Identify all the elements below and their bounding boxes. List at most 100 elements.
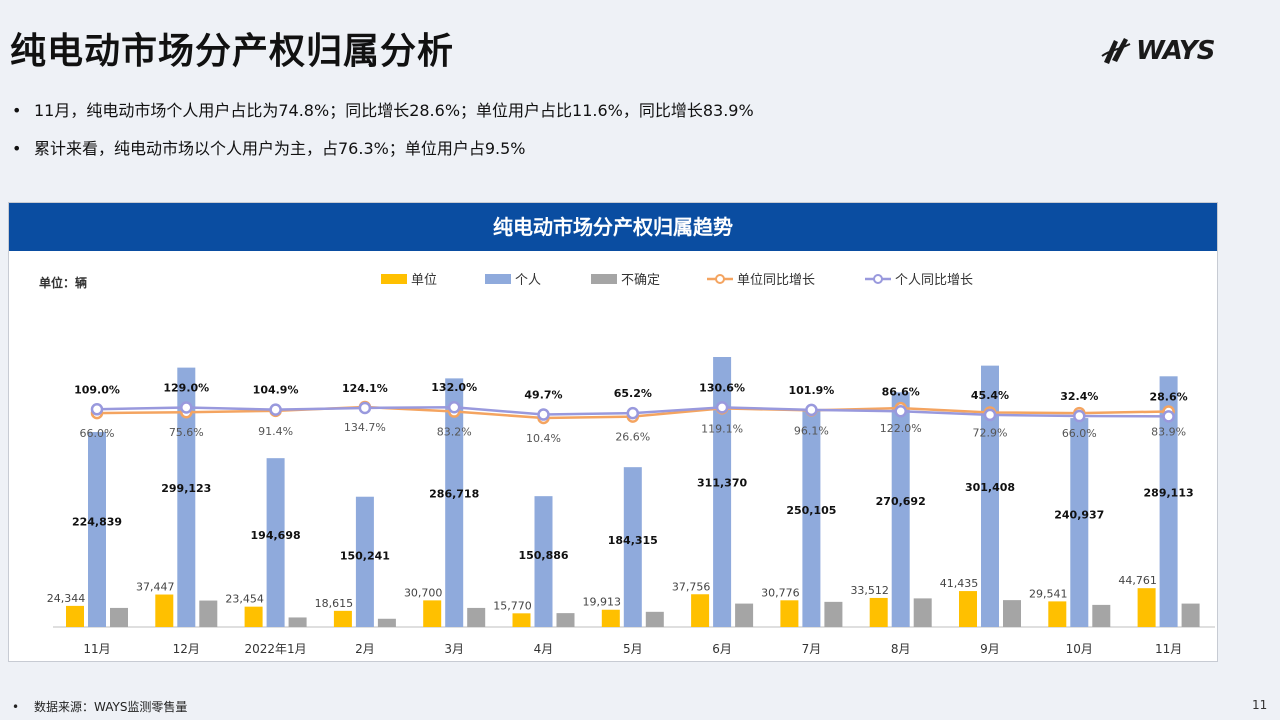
data-label-personal-yoy: 32.4%	[1060, 390, 1098, 403]
legend-label-3: 不确定	[621, 273, 660, 288]
x-tick-label: 11月	[1155, 642, 1182, 656]
data-label-unit-yoy: 10.4%	[526, 432, 561, 445]
data-label-personal: 301,408	[965, 481, 1015, 494]
data-label-personal-yoy: 86.6%	[882, 385, 920, 398]
data-label-unit: 15,770	[493, 599, 532, 612]
data-label-personal: 311,370	[697, 477, 747, 490]
bar-uncertain	[735, 603, 754, 627]
bar-personal	[445, 378, 464, 627]
bar-personal	[802, 410, 821, 627]
data-source-footer: • 数据来源：WAYS监测零售量	[12, 698, 187, 715]
point-personal-yoy	[1162, 410, 1175, 423]
bar-uncertain	[377, 618, 396, 627]
data-label-unit: 30,700	[404, 586, 443, 599]
data-label-personal-yoy: 129.0%	[163, 382, 209, 395]
data-label-personal: 240,937	[1054, 508, 1104, 521]
data-label-personal: 184,315	[608, 534, 658, 547]
data-label-personal-yoy: 124.1%	[342, 382, 388, 395]
point-personal-yoy	[626, 406, 640, 420]
bar-personal	[177, 367, 196, 627]
data-label-unit: 30,776	[761, 586, 800, 599]
data-label-unit-yoy: 26.6%	[615, 431, 650, 444]
point-personal-yoy	[715, 401, 729, 414]
bar-personal	[981, 365, 999, 627]
legend-label-2: 个人	[515, 273, 541, 288]
summary-bullet: • 11月，纯电动市场个人用户占比为74.8%；同比增长28.6%；单位用户占比1…	[12, 92, 754, 130]
ways-logo: WAYS	[1100, 28, 1220, 74]
ways-logo-icon	[1101, 38, 1131, 64]
point-personal-yoy	[894, 405, 907, 418]
bar-uncertain	[1181, 603, 1200, 627]
bar-unit	[959, 591, 977, 627]
data-label-personal: 286,718	[429, 488, 479, 501]
data-label-personal-yoy: 65.2%	[614, 387, 652, 400]
bar-personal	[713, 357, 732, 627]
bar-personal	[534, 496, 553, 627]
x-tick-label: 11月	[83, 642, 110, 656]
data-label-unit-yoy: 72.9%	[973, 426, 1008, 439]
ways-logo-text: WAYS	[1136, 36, 1215, 66]
data-label-unit: 37,756	[672, 580, 711, 593]
bar-unit	[155, 594, 174, 627]
bar-personal	[891, 392, 910, 627]
data-label-personal: 250,105	[786, 504, 836, 517]
x-tick-label: 8月	[891, 642, 911, 656]
point-personal-yoy	[537, 408, 550, 421]
data-label-unit-yoy: 96.1%	[794, 424, 829, 437]
data-label-personal: 299,123	[161, 482, 211, 495]
legend-label-4: 单位同比增长	[737, 273, 815, 288]
data-label-unit: 29,541	[1029, 587, 1068, 600]
data-label-unit: 44,761	[1118, 574, 1157, 587]
point-personal-yoy	[269, 403, 282, 416]
data-label-personal-yoy: 28.6%	[1150, 390, 1188, 403]
data-label-personal: 150,886	[518, 549, 568, 562]
data-label-personal-yoy: 45.4%	[971, 389, 1009, 402]
bar-personal	[1159, 376, 1178, 627]
data-source-text: 数据来源：WAYS监测零售量	[34, 700, 188, 714]
data-label-personal-yoy: 130.6%	[699, 381, 745, 394]
data-label-unit-yoy: 66.0%	[80, 427, 115, 440]
x-tick-label: 4月	[534, 642, 554, 656]
chart-canvas: 单位：辆 单位 个人 不确定 单位同比增长 个人同比增长 11月 12月 2022年1月 2月 3月…	[39, 273, 1215, 656]
bar-unit	[244, 606, 263, 627]
bar-unit	[869, 597, 888, 627]
bar-uncertain	[556, 613, 575, 627]
data-label-personal: 224,839	[72, 516, 122, 529]
chart-panel: 纯电动市场分产权归属趋势 单位：辆 单位 个人 不确定 单位同比增长 个人同比增长 11月 1…	[8, 202, 1218, 662]
point-personal-yoy	[447, 400, 461, 414]
data-label-unit: 33,512	[850, 584, 889, 597]
legend-swatch-1	[381, 274, 407, 284]
data-label-personal: 150,241	[340, 549, 390, 562]
point-personal-yoy	[983, 408, 997, 422]
x-tick-label: 7月	[802, 642, 822, 656]
legend-swatch-3	[591, 274, 617, 284]
bullet-symbol: •	[12, 139, 22, 158]
unit-label: 单位：辆	[39, 275, 87, 290]
data-label-personal-yoy: 104.9%	[253, 384, 299, 397]
bar-uncertain	[645, 611, 664, 627]
data-label-unit: 19,913	[583, 596, 622, 609]
data-label-personal-yoy: 101.9%	[788, 384, 834, 397]
bar-personal	[355, 496, 374, 627]
x-tick-label: 12月	[173, 642, 200, 656]
data-label-unit: 23,454	[225, 593, 264, 606]
data-label-unit: 41,435	[940, 577, 979, 590]
point-personal-yoy	[805, 403, 818, 417]
page-number: 11	[1252, 698, 1268, 712]
x-tick-label: 2月	[355, 642, 375, 656]
bar-personal	[88, 432, 106, 627]
point-personal-yoy	[1073, 409, 1086, 423]
data-label-unit-yoy: 83.2%	[437, 426, 472, 439]
bar-uncertain	[467, 607, 486, 627]
legend-marker-4	[715, 274, 725, 284]
summary-bullet-text: 累计来看，纯电动市场以个人用户为主，占76.3%；单位用户占9.5%	[34, 139, 526, 158]
bar-uncertain	[913, 598, 932, 627]
bar-personal	[266, 458, 285, 627]
data-label-unit-yoy: 122.0%	[880, 422, 922, 435]
data-label-unit: 24,344	[47, 592, 86, 605]
bar-uncertain	[1092, 604, 1111, 627]
bar-unit	[1137, 588, 1156, 627]
x-tick-label: 10月	[1066, 642, 1093, 656]
summary-bullets: • 11月，纯电动市场个人用户占比为74.8%；同比增长28.6%；单位用户占比1…	[12, 92, 754, 168]
data-label-unit: 37,447	[136, 581, 175, 594]
